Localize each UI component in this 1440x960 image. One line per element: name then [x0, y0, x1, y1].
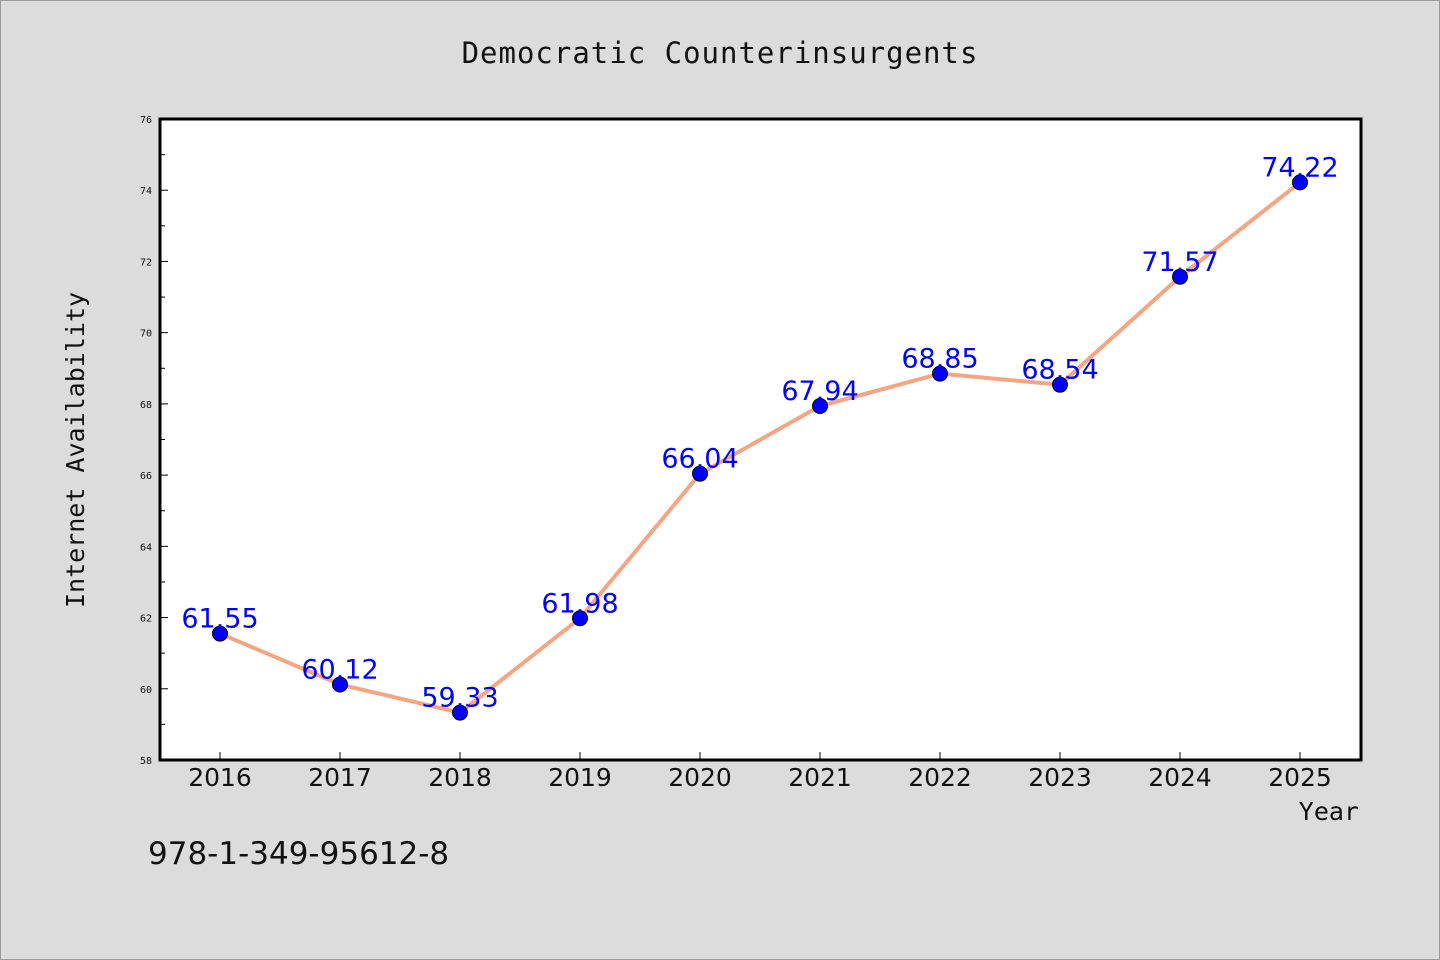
data-label: 68.54 [1021, 355, 1098, 386]
y-tick-label: 72 [140, 257, 152, 268]
x-tick-label: 2017 [308, 763, 372, 792]
y-tick-label: 66 [140, 471, 152, 482]
data-point [1292, 174, 1308, 191]
data-point [572, 610, 588, 627]
data-label: 66.04 [661, 444, 738, 475]
data-point [452, 704, 468, 721]
isbn-text: 978-1-349-95612-8 [148, 836, 449, 872]
y-axis: 58 60 62 64 66 68 70 72 74 76 [140, 115, 168, 767]
y-tick-label: 70 [140, 329, 152, 340]
y-tick-label: 60 [140, 685, 152, 696]
data-label: 74.22 [1261, 152, 1338, 183]
x-tick-label: 2023 [1028, 763, 1092, 792]
x-tick-label: 2024 [1148, 763, 1212, 792]
x-tick-label: 2018 [428, 763, 492, 792]
data-label: 61.55 [181, 604, 258, 635]
data-point [1052, 376, 1068, 393]
data-point [1172, 268, 1188, 285]
data-label: 71.57 [1141, 247, 1218, 278]
data-label: 60.12 [301, 655, 378, 686]
series-line [219, 180, 1302, 715]
data-point [932, 365, 948, 382]
x-tick-label: 2020 [668, 763, 732, 792]
y-tick-label: 68 [140, 400, 152, 411]
data-label: 61.98 [541, 588, 618, 619]
data-point [692, 465, 708, 482]
data-label: 68.85 [901, 344, 978, 375]
y-tick-label: 76 [140, 115, 152, 126]
x-tick-label: 2016 [188, 763, 252, 792]
y-tick-label: 74 [140, 186, 152, 197]
y-axis-title: Internet Availability [61, 292, 90, 608]
data-markers [212, 174, 1308, 721]
x-axis-title: Year [1299, 797, 1359, 826]
y-tick-label: 62 [140, 614, 152, 625]
x-axis: 2016 2017 2018 2019 2020 2021 2022 2023 2024 2025 [188, 752, 1332, 792]
x-tick-label: 2019 [548, 763, 612, 792]
data-point [212, 625, 228, 642]
chart-title: Democratic Counterinsurgents [462, 36, 979, 70]
x-tick-label: 2021 [788, 763, 852, 792]
x-tick-label: 2022 [908, 763, 972, 792]
y-tick-label: 64 [140, 542, 152, 553]
data-label: 59.33 [421, 683, 498, 714]
data-label: 67.94 [781, 376, 858, 407]
data-labels: 61.55 60.12 59.33 61.98 66.04 67.94 68.85 68.54… [181, 152, 1338, 713]
data-point [332, 676, 348, 693]
x-tick-label: 2025 [1268, 763, 1332, 792]
y-tick-label: 58 [140, 756, 152, 767]
data-point [812, 398, 828, 415]
